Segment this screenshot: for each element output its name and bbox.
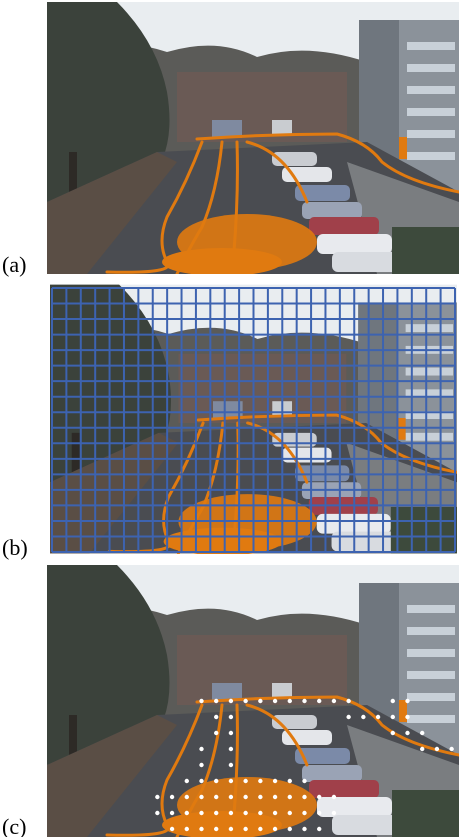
occupied-cell-dot [405, 714, 410, 720]
occupied-cell-dot [317, 794, 322, 800]
occupied-cell-dot [169, 810, 175, 816]
occupied-cell-dot [287, 698, 292, 704]
occupied-cell-dot [258, 698, 263, 704]
occupied-cell-dot [155, 810, 160, 816]
occupied-cell-dot [199, 698, 204, 704]
occupied-cell-dot [243, 698, 248, 704]
occupied-cell-dot [155, 794, 160, 800]
occupied-cell-dot [228, 746, 234, 752]
occupied-cell-dot [375, 714, 381, 720]
occupied-cell-dot [420, 730, 425, 736]
occupied-cell-dot [199, 810, 204, 816]
occupied-cell-dot [169, 794, 175, 800]
occupied-cell-dot [228, 794, 234, 800]
occupied-cell-dot [317, 810, 322, 816]
occupied-cell-dot [405, 698, 410, 704]
occupied-cell-dot [214, 826, 219, 832]
occupied-cell-dot [199, 778, 204, 784]
occupied-cell-dot [228, 762, 234, 768]
occupied-cell-dot [317, 698, 322, 704]
occupied-cell-dot [302, 826, 307, 832]
occupied-cell-dot [214, 698, 219, 704]
occupied-cell-dot [199, 762, 204, 768]
occupied-cell-dot [228, 730, 234, 736]
occupied-cell-dot [287, 826, 292, 832]
occupied-cell-dot [228, 778, 234, 784]
occupied-cell-dot [243, 778, 248, 784]
occupied-cell-dot [199, 794, 204, 800]
occupied-cell-dot [214, 810, 219, 816]
occupied-cell-dot [243, 826, 248, 832]
occupied-cell-dot [228, 698, 234, 704]
occupied-cell-dot [302, 794, 307, 800]
photo [47, 2, 459, 274]
occupied-cell-dot [199, 746, 204, 752]
panel-label: (c) [2, 814, 26, 837]
occupied-cell-dot [302, 810, 307, 816]
occupied-cell-dot [390, 698, 395, 704]
occupied-cell-dot [272, 826, 278, 832]
occupied-cell-dot [302, 698, 307, 704]
occupied-cell-dot [331, 698, 337, 704]
occupied-cell-dot [228, 826, 234, 832]
occupied-cell-dot [331, 810, 337, 816]
occupied-cell-dot [434, 746, 440, 752]
occupied-cell-dot [214, 714, 219, 720]
occupied-cell-dot [346, 698, 351, 704]
occupied-cell-dot [287, 794, 292, 800]
occupied-cell-dot [346, 714, 351, 720]
occupied-cell-dot [390, 730, 395, 736]
occupied-cell-dot [184, 826, 189, 832]
occupied-cell-dot [243, 794, 248, 800]
occupied-cell-dot [184, 794, 189, 800]
occupied-cell-dot [228, 714, 234, 720]
occupied-cell-dot [258, 826, 263, 832]
occupied-cell-dot [390, 714, 395, 720]
photo-dots [47, 565, 459, 837]
occupied-cell-dot [258, 810, 263, 816]
occupied-cell-dot [184, 810, 189, 816]
occupied-cell-dot [228, 810, 234, 816]
occupied-cell-dot [361, 714, 366, 720]
occupied-cell-dot [169, 826, 175, 832]
occupied-cell-dot [420, 746, 425, 752]
occupied-cell-dot [302, 778, 307, 784]
occupied-cell-dot [243, 810, 248, 816]
occupied-cell-dot [214, 794, 219, 800]
occupied-cell-dot [405, 730, 410, 736]
occupied-cell-dot [272, 698, 278, 704]
occupied-cell-dot [317, 826, 322, 832]
occupied-cell-dot [214, 778, 219, 784]
occupied-cell-dot [258, 794, 263, 800]
occupied-cell-dot [449, 746, 454, 752]
panel-label: (b) [2, 535, 28, 560]
panel-label: (a) [2, 252, 26, 277]
occupied-cell-dot [331, 794, 337, 800]
photo [47, 565, 459, 837]
occupied-cell-dot [272, 810, 278, 816]
occupied-cell-dot [287, 778, 292, 784]
occupied-cell-dot [287, 810, 292, 816]
occupied-cell-dot [258, 778, 263, 784]
occupied-cell-dot [272, 794, 278, 800]
photo-grid [50, 284, 457, 554]
occupied-cell-dot [272, 778, 278, 784]
occupied-cell-dot [184, 778, 189, 784]
occupied-cell-dot [199, 826, 204, 832]
occupied-cell-dot [214, 730, 219, 736]
